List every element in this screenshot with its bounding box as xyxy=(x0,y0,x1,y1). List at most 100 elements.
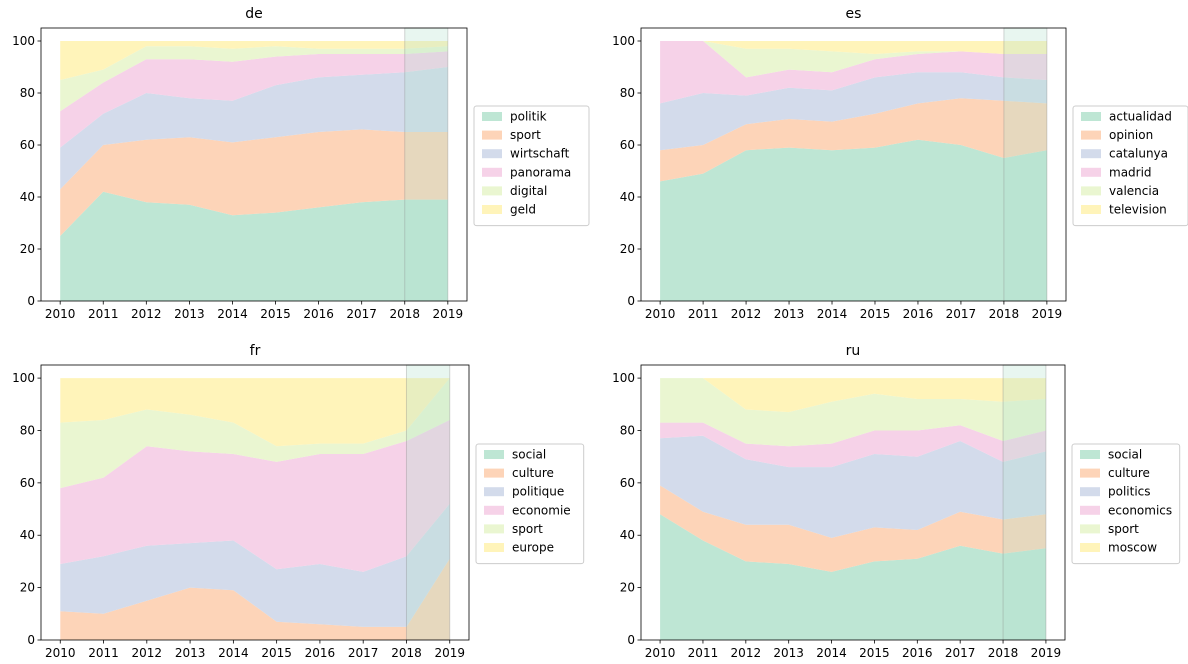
x-tick-label: 2010 xyxy=(45,307,76,321)
x-tick-label: 2018 xyxy=(989,307,1020,321)
x-tick-label: 2013 xyxy=(773,646,804,660)
x-tick-label: 2014 xyxy=(817,307,848,321)
legend-swatch-moscow xyxy=(1080,543,1100,552)
x-tick-label: 2011 xyxy=(88,307,119,321)
area-series-valencia xyxy=(660,41,1047,78)
area-series-economics xyxy=(660,422,1046,468)
x-tick-label: 2015 xyxy=(260,307,291,321)
legend-swatch-catalunya xyxy=(1081,149,1101,159)
legend-swatch-madrid xyxy=(1081,167,1101,177)
legend-label-opinion: opinion xyxy=(1109,128,1153,142)
area-series-politics xyxy=(660,435,1046,538)
area-series-sport xyxy=(60,378,450,489)
highlight-band xyxy=(405,364,451,641)
legend: social culture politique economie sport europ… xyxy=(475,443,585,565)
legend: social culture politics economics sport mosco… xyxy=(1071,443,1181,565)
x-tick-label: 2012 xyxy=(731,307,762,321)
area-series-actualidad xyxy=(660,139,1047,301)
legend-label-sport: sport xyxy=(1108,522,1139,536)
legend-swatch-wirtschaft xyxy=(482,149,502,159)
legend: actualidad opinion catalunya madrid valencia… xyxy=(1072,105,1188,227)
legend-swatch-culture xyxy=(484,468,504,478)
x-tick-label: 2011 xyxy=(688,307,719,321)
legend-swatch-economie xyxy=(484,505,504,515)
legend-swatch-valencia xyxy=(1081,186,1101,196)
area-series-social xyxy=(660,514,1046,640)
area-series-moscow xyxy=(660,378,1046,413)
y-tick-label: 80 xyxy=(620,86,635,100)
area-series-culture xyxy=(660,485,1046,572)
axes-frame xyxy=(40,364,470,641)
x-tick-label: 2012 xyxy=(131,307,162,321)
area-series-television xyxy=(660,41,1047,54)
x-tick-label: 2012 xyxy=(731,646,762,660)
area-series-wirtschaft xyxy=(60,67,448,190)
x-tick-label: 2015 xyxy=(859,646,890,660)
legend-label-politique: politique xyxy=(512,485,564,499)
legend-label-social: social xyxy=(1108,448,1142,462)
legend-label-geld: geld xyxy=(510,203,536,217)
legend-label-madrid: madrid xyxy=(1109,165,1152,179)
x-tick-label: 2016 xyxy=(902,646,933,660)
legend-swatch-digital xyxy=(482,186,502,196)
y-tick-label: 100 xyxy=(12,34,35,48)
area-series-sport xyxy=(60,129,448,236)
y-tick-label: 0 xyxy=(27,294,35,308)
x-tick-label: 2018 xyxy=(391,646,422,660)
chart-title: de xyxy=(245,6,263,22)
x-tick-label: 2017 xyxy=(945,646,976,660)
area-series-culture xyxy=(60,558,450,640)
x-tick-label: 2011 xyxy=(688,646,719,660)
y-tick-label: 20 xyxy=(620,242,635,256)
legend-label-catalunya: catalunya xyxy=(1109,147,1168,161)
y-tick-label: 100 xyxy=(612,34,635,48)
area-layers xyxy=(660,378,1046,640)
legend-label-politics: politics xyxy=(1108,485,1151,499)
chart-panel-es: 2010 2011 2012 2013 2014 2015 2016 2017 2018 2019… xyxy=(612,6,1188,321)
area-series-europe xyxy=(60,378,450,447)
area-series-catalunya xyxy=(660,72,1047,151)
highlight-band xyxy=(1003,27,1048,302)
area-series-panorama xyxy=(60,51,448,148)
x-tick-label: 2013 xyxy=(174,307,205,321)
x-tick-label: 2014 xyxy=(217,307,248,321)
chart-panel-fr: 2010 2011 2012 2013 2014 2015 2016 2017 2018 2019… xyxy=(12,343,585,660)
legend-swatch-politik xyxy=(482,112,502,121)
x-tick-label: 2010 xyxy=(645,646,676,660)
legend-label-politik: politik xyxy=(510,110,547,124)
area-layers xyxy=(60,41,448,301)
legend-label-valencia: valencia xyxy=(1109,184,1159,198)
highlight-band xyxy=(404,27,449,302)
x-tick-label: 2016 xyxy=(305,646,336,660)
legend-label-television: television xyxy=(1109,203,1167,217)
y-tick-label: 40 xyxy=(20,190,35,204)
y-tick-label: 100 xyxy=(12,371,35,385)
area-series-digital xyxy=(60,46,448,112)
axes-frame xyxy=(40,27,468,302)
y-tick-label: 40 xyxy=(620,528,635,542)
legend-swatch-politics xyxy=(1080,487,1100,497)
legend-label-sport: sport xyxy=(510,128,541,142)
x-tick-label: 2016 xyxy=(903,307,934,321)
x-tick-label: 2013 xyxy=(175,646,206,660)
legend-swatch-geld xyxy=(482,205,502,214)
x-tick-label: 2017 xyxy=(946,307,977,321)
legend-label-actualidad: actualidad xyxy=(1109,110,1172,124)
chart-title: es xyxy=(846,6,862,22)
chart-panel-de: 2010 2011 2012 2013 2014 2015 2016 2017 2018 2019… xyxy=(12,6,590,321)
area-series-politik xyxy=(60,191,448,301)
area-layers xyxy=(60,378,450,640)
legend-label-culture: culture xyxy=(512,466,554,480)
y-tick-label: 100 xyxy=(612,371,635,385)
chart-panel-ru: 2010 2011 2012 2013 2014 2015 2016 2017 2018 2019… xyxy=(612,343,1181,660)
x-tick-label: 2012 xyxy=(132,646,163,660)
legend-swatch-television xyxy=(1081,205,1101,214)
area-series-geld xyxy=(60,41,448,80)
legend-swatch-economics xyxy=(1080,505,1100,515)
x-tick-label: 2015 xyxy=(261,646,292,660)
chart-title: ru xyxy=(846,343,861,359)
x-tick-label: 2019 xyxy=(1031,646,1062,660)
area-series-sport xyxy=(660,378,1046,447)
y-tick-label: 60 xyxy=(20,476,35,490)
x-tick-label: 2010 xyxy=(645,307,676,321)
